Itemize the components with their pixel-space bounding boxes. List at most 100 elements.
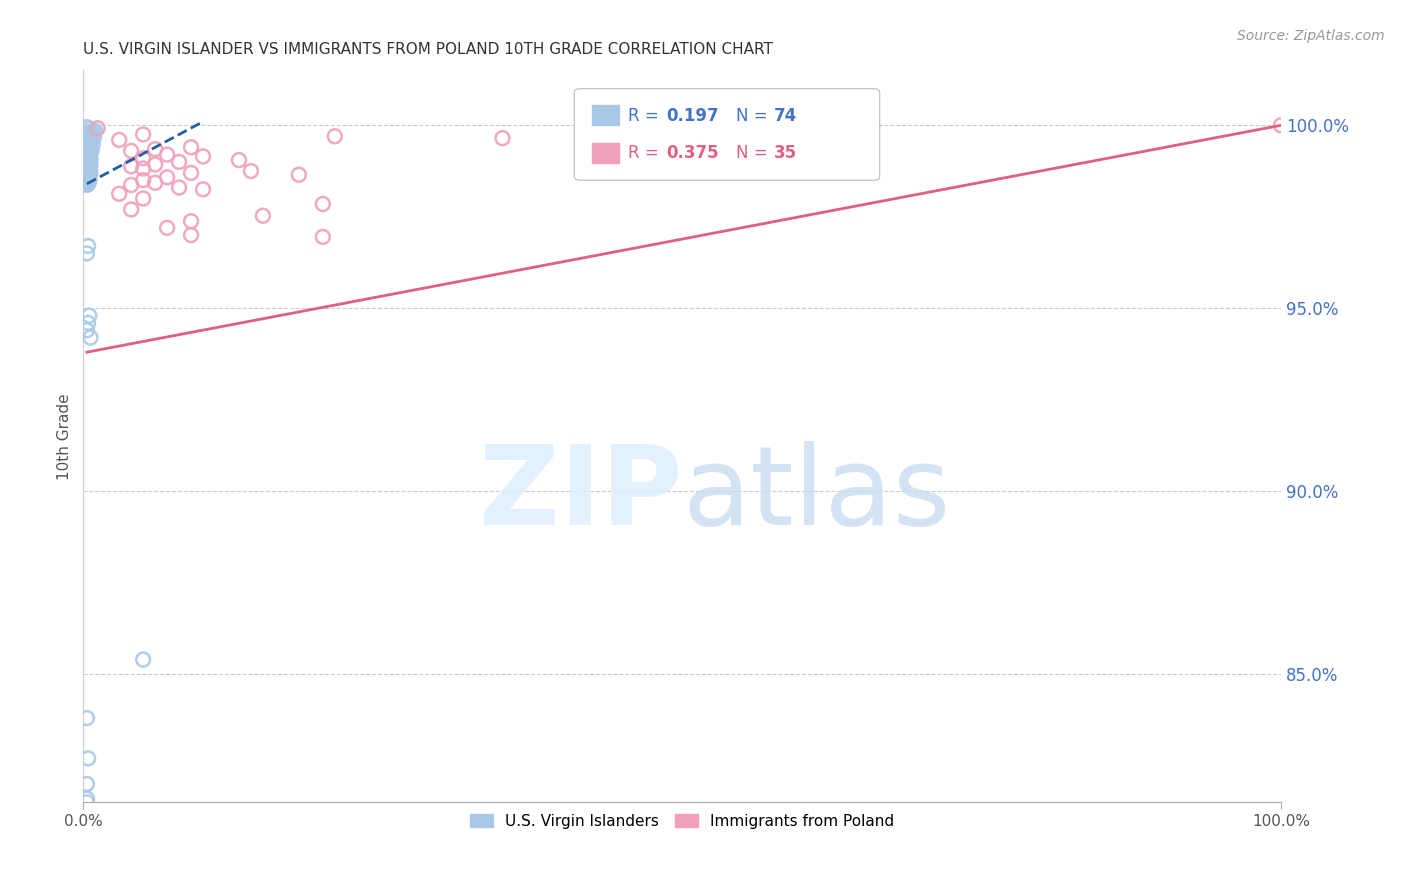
Point bbox=[239, 164, 262, 178]
Point bbox=[76, 139, 98, 153]
Point bbox=[76, 145, 98, 159]
Point bbox=[491, 131, 513, 145]
Point bbox=[120, 159, 142, 173]
Text: N =: N = bbox=[735, 145, 768, 162]
Point bbox=[108, 186, 131, 201]
Point bbox=[77, 144, 100, 158]
Point bbox=[79, 330, 101, 344]
Point bbox=[77, 316, 100, 330]
Point bbox=[77, 153, 100, 167]
Point bbox=[156, 220, 179, 235]
Point bbox=[76, 795, 98, 809]
Text: N =: N = bbox=[735, 107, 768, 125]
Point bbox=[77, 126, 100, 140]
Point bbox=[288, 168, 311, 182]
Point bbox=[77, 149, 100, 163]
Point bbox=[180, 166, 202, 180]
Point bbox=[191, 149, 214, 163]
Point bbox=[77, 169, 100, 183]
Text: 0.375: 0.375 bbox=[666, 145, 720, 162]
Point bbox=[77, 155, 100, 169]
FancyBboxPatch shape bbox=[592, 143, 619, 163]
Point bbox=[77, 239, 100, 253]
Point bbox=[76, 142, 98, 156]
Point bbox=[86, 121, 108, 136]
Point bbox=[76, 777, 98, 791]
Point bbox=[156, 147, 179, 161]
Point bbox=[167, 155, 190, 169]
Point bbox=[82, 124, 104, 138]
Point bbox=[191, 182, 214, 196]
Point bbox=[79, 158, 101, 172]
Point bbox=[77, 163, 100, 178]
Point bbox=[76, 149, 98, 163]
Point bbox=[77, 161, 100, 175]
Point bbox=[77, 131, 100, 145]
Point bbox=[77, 136, 100, 151]
Point bbox=[76, 246, 98, 260]
Point bbox=[79, 135, 101, 149]
Point bbox=[82, 137, 104, 152]
Point bbox=[76, 120, 98, 135]
Point bbox=[76, 791, 98, 805]
Point bbox=[312, 230, 335, 244]
Point bbox=[108, 133, 131, 147]
Point bbox=[79, 146, 101, 161]
Text: 35: 35 bbox=[775, 145, 797, 162]
Text: 74: 74 bbox=[775, 107, 797, 125]
Text: R =: R = bbox=[628, 145, 659, 162]
Point bbox=[312, 197, 335, 211]
Point bbox=[80, 133, 103, 147]
Point bbox=[77, 146, 100, 161]
Text: atlas: atlas bbox=[682, 442, 950, 549]
Point bbox=[77, 122, 100, 136]
Point bbox=[76, 323, 98, 337]
Point bbox=[132, 173, 155, 187]
Point bbox=[323, 129, 346, 144]
Point bbox=[77, 129, 100, 144]
Point bbox=[76, 170, 98, 185]
Point bbox=[120, 202, 142, 217]
Point bbox=[79, 128, 101, 143]
Point bbox=[76, 178, 98, 192]
Point bbox=[120, 178, 142, 192]
Point bbox=[143, 176, 166, 190]
Point bbox=[77, 171, 100, 186]
FancyBboxPatch shape bbox=[574, 88, 880, 180]
Point bbox=[132, 128, 155, 142]
Point bbox=[80, 143, 103, 157]
Point bbox=[77, 751, 100, 765]
Point bbox=[77, 309, 100, 323]
Point bbox=[77, 169, 100, 184]
Point bbox=[79, 140, 101, 154]
Point bbox=[77, 172, 100, 186]
Y-axis label: 10th Grade: 10th Grade bbox=[58, 393, 72, 480]
Point bbox=[76, 160, 98, 174]
Point bbox=[77, 156, 100, 170]
Point bbox=[77, 134, 100, 148]
Legend: U.S. Virgin Islanders, Immigrants from Poland: U.S. Virgin Islanders, Immigrants from P… bbox=[464, 807, 900, 835]
FancyBboxPatch shape bbox=[592, 105, 619, 125]
Point bbox=[143, 142, 166, 156]
Point bbox=[76, 128, 98, 142]
Point bbox=[76, 165, 98, 179]
Point bbox=[79, 166, 101, 180]
Point bbox=[132, 652, 155, 666]
Point bbox=[143, 157, 166, 171]
Point bbox=[120, 144, 142, 158]
Point bbox=[77, 151, 100, 165]
Point bbox=[132, 192, 155, 206]
Point bbox=[77, 161, 100, 176]
Point bbox=[84, 124, 107, 138]
Text: 0.197: 0.197 bbox=[666, 107, 720, 125]
Point bbox=[76, 168, 98, 182]
Point bbox=[1270, 118, 1292, 132]
Point bbox=[77, 159, 100, 173]
Point bbox=[76, 157, 98, 171]
Point bbox=[156, 170, 179, 185]
Point bbox=[79, 153, 101, 167]
Text: Source: ZipAtlas.com: Source: ZipAtlas.com bbox=[1237, 29, 1385, 43]
Point bbox=[180, 228, 202, 243]
Point bbox=[77, 177, 100, 191]
Text: U.S. VIRGIN ISLANDER VS IMMIGRANTS FROM POLAND 10TH GRADE CORRELATION CHART: U.S. VIRGIN ISLANDER VS IMMIGRANTS FROM … bbox=[83, 42, 773, 57]
